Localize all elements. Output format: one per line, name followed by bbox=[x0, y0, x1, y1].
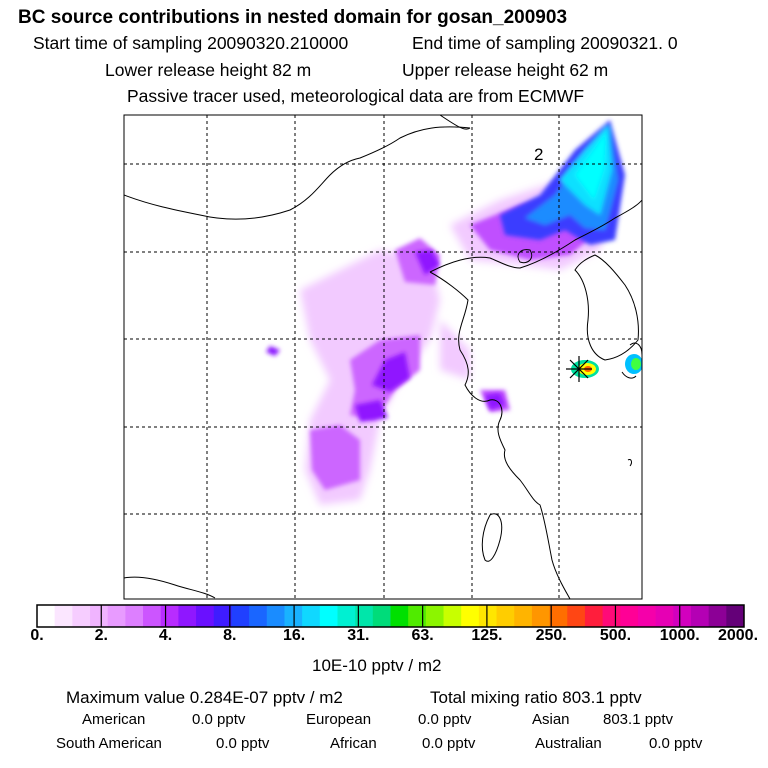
colorbar-cell bbox=[567, 605, 586, 627]
colorbar-cell bbox=[478, 605, 498, 627]
colorbar-tick-label: 63. bbox=[411, 627, 434, 644]
plume-high bbox=[500, 120, 625, 245]
colorbar-cell bbox=[319, 605, 338, 627]
colorbar-cell bbox=[125, 605, 144, 627]
colorbar-frame bbox=[36, 604, 745, 628]
colorbar-cell bbox=[726, 605, 745, 627]
colorbar-cell bbox=[425, 605, 445, 627]
colorbar-cell bbox=[461, 605, 480, 627]
colorbar-cell bbox=[690, 605, 710, 627]
colorbar-cell bbox=[514, 605, 533, 627]
colorbar-cell bbox=[143, 605, 162, 627]
colorbar-cell bbox=[249, 605, 268, 627]
colorbar-cell bbox=[584, 605, 604, 627]
colorbar-units: 10E-10 pptv / m2 bbox=[312, 656, 442, 675]
colorbar-cell bbox=[107, 605, 126, 627]
receptor-marker bbox=[566, 356, 592, 382]
region-label-south-american: South American bbox=[56, 735, 162, 752]
lower-release-text: Lower release height 82 m bbox=[105, 60, 312, 80]
colorbar-cell bbox=[266, 605, 285, 627]
colorbar-cell bbox=[496, 605, 515, 627]
colorbar-cell bbox=[655, 605, 674, 627]
total-mixing-text: Total mixing ratio 803.1 pptv bbox=[430, 688, 642, 707]
colorbar-cell bbox=[673, 605, 692, 627]
colorbar-cell bbox=[337, 605, 356, 627]
colorbar-cell bbox=[196, 605, 215, 627]
region-label-european: European bbox=[306, 711, 372, 728]
colorbar-cell bbox=[90, 605, 109, 627]
colorbar-tick-label: 2. bbox=[94, 627, 108, 644]
map-annotation: 2 bbox=[534, 145, 543, 164]
region-label-australian: Australian bbox=[535, 735, 602, 752]
colorbar-cells bbox=[37, 605, 745, 627]
colorbar-tick-label: 8. bbox=[223, 627, 237, 644]
region-value-european: 0.0 pptv bbox=[418, 711, 472, 728]
colorbar-cell bbox=[443, 605, 462, 627]
colorbar-cell bbox=[620, 605, 639, 627]
region-value-american: 0.0 pptv bbox=[192, 711, 246, 728]
colorbar-cell bbox=[408, 605, 427, 627]
colorbar-cell bbox=[160, 605, 179, 627]
region-value-african: 0.0 pptv bbox=[422, 735, 476, 752]
concentration-field bbox=[266, 120, 642, 505]
region-label-american: American bbox=[82, 711, 146, 728]
region-label-asian: Asian bbox=[532, 711, 570, 728]
colorbar-cell bbox=[355, 605, 374, 627]
upper-release-text: Upper release height 62 m bbox=[402, 60, 609, 80]
colorbar-tick-label: 1000. bbox=[659, 627, 700, 644]
colorbar-tick-label: 2000. bbox=[717, 627, 759, 644]
colorbar-cell bbox=[531, 605, 551, 627]
colorbar-tick-label: 250. bbox=[535, 627, 567, 644]
colorbar-cell bbox=[213, 605, 232, 627]
coastlines bbox=[124, 115, 642, 599]
colorbar bbox=[36, 604, 745, 628]
colorbar-cell bbox=[72, 605, 91, 627]
colorbar-cell bbox=[708, 605, 727, 627]
colorbar-tick-label: 31. bbox=[347, 627, 370, 644]
tracer-note-text: Passive tracer used, meteorological data… bbox=[127, 86, 585, 106]
colorbar-cell bbox=[231, 605, 250, 627]
colorbar-cell bbox=[637, 605, 657, 627]
region-value-australian: 0.0 pptv bbox=[649, 735, 703, 752]
colorbar-cell bbox=[549, 605, 568, 627]
colorbar-cell bbox=[37, 605, 56, 627]
colorbar-tick-label: 125. bbox=[471, 627, 503, 644]
region-value-asian: 803.1 pptv bbox=[603, 711, 674, 728]
start-time-text: Start time of sampling 20090320.210000 bbox=[33, 33, 349, 53]
colorbar-cell bbox=[372, 605, 391, 627]
colorbar-cell bbox=[390, 605, 409, 627]
colorbar-tick-label: 4. bbox=[158, 627, 173, 644]
grid-lines bbox=[124, 115, 642, 599]
colorbar-cell bbox=[54, 605, 73, 627]
end-time-text: End time of sampling 20090321. 0 bbox=[412, 33, 678, 53]
maximum-value-text: Maximum value 0.284E-07 pptv / m2 bbox=[66, 688, 343, 707]
colorbar-cell bbox=[302, 605, 321, 627]
colorbar-cell bbox=[602, 605, 621, 627]
colorbar-cell bbox=[178, 605, 197, 627]
region-value-south-american: 0.0 pptv bbox=[216, 735, 270, 752]
colorbar-tick-label: 0. bbox=[30, 627, 44, 644]
chart-title: BC source contributions in nested domain… bbox=[18, 7, 568, 28]
map-frame bbox=[123, 114, 643, 600]
region-label-african: African bbox=[330, 735, 377, 752]
colorbar-tick-label: 500. bbox=[599, 627, 632, 644]
plume-core bbox=[266, 250, 505, 422]
colorbar-tick-label: 16. bbox=[282, 627, 306, 644]
